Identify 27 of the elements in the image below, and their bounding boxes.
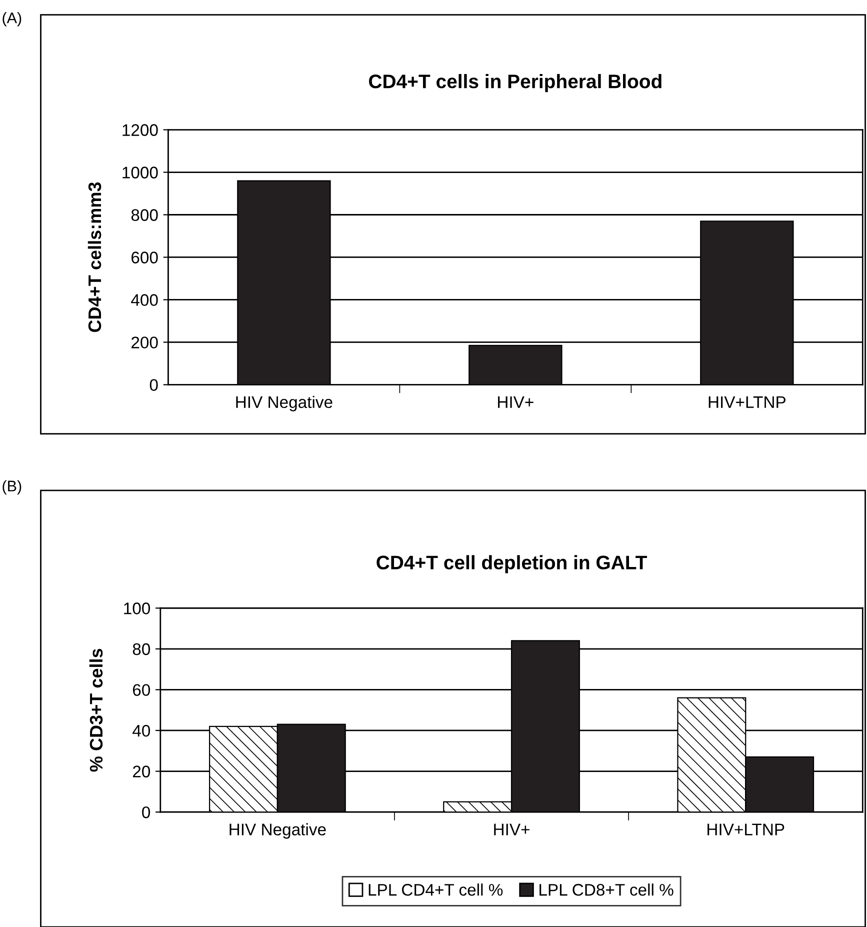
text: (B): [2, 480, 22, 494]
y-tick-label: 0: [142, 806, 150, 818]
chart-title: CD4+T cells in Peripheral Blood: [369, 74, 662, 92]
y-axis-title: % CD3+T cells: [89, 648, 103, 772]
x-tick-label: HIV Negative: [230, 823, 326, 839]
legend-label: LPL CD4+T cell %: [368, 883, 503, 896]
y-tick-label: 20: [132, 766, 150, 778]
y-tick-label: 0: [150, 379, 158, 391]
chart-title: CD4+T cell depletion in GALT: [376, 555, 648, 574]
y-tick-label: 1000: [122, 166, 158, 178]
y-tick-label: 200: [132, 336, 158, 348]
y-tick-label: 80: [132, 643, 150, 656]
x-tick-label: HIV Negative: [236, 396, 332, 412]
y-axis-title: CD4+T cells:mm3: [88, 182, 102, 332]
y-tick-label: 600: [132, 252, 158, 264]
x-tick-label: HIV+LTNP: [708, 824, 784, 836]
x-tick-label: HIV+: [498, 396, 534, 408]
y-tick-label: 60: [132, 684, 150, 696]
x-tick-label: HIV+: [494, 824, 530, 836]
y-tick-label: 100: [124, 602, 150, 614]
x-tick-label: HIV+LTNP: [708, 396, 786, 408]
y-tick-label: 40: [132, 724, 150, 737]
text: (A): [2, 12, 22, 26]
y-tick-label: 800: [131, 209, 158, 221]
y-tick-label: 1200: [122, 124, 158, 136]
legend-label: LPL CD8+T cell %: [540, 883, 674, 896]
y-tick-label: 400: [131, 294, 158, 306]
